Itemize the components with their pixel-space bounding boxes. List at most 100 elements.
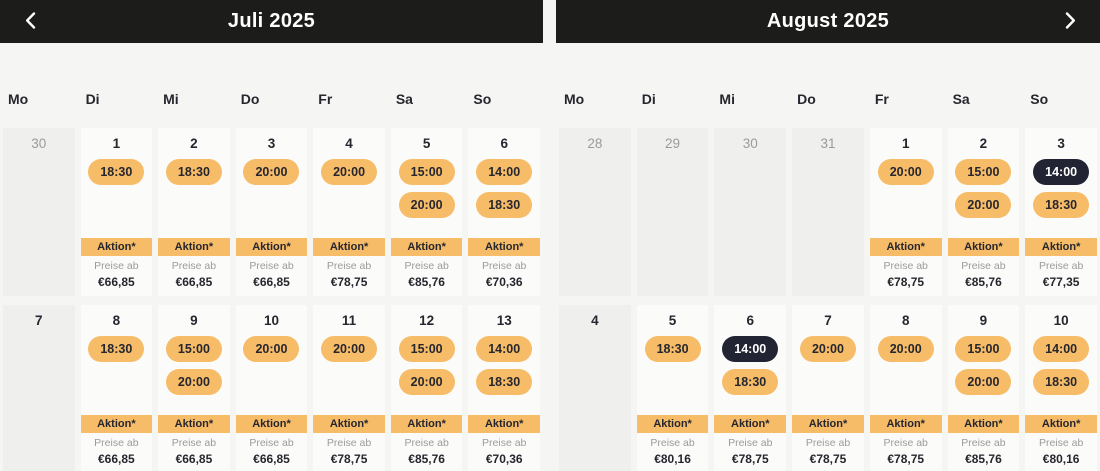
showtime-pill[interactable]: 18:30 xyxy=(476,192,533,218)
showtime-pill[interactable]: 18:30 xyxy=(1033,369,1090,395)
preise-ab-label: Preise ab xyxy=(404,437,449,449)
day-number: 10 xyxy=(263,313,279,328)
showtime-pill[interactable]: 20:00 xyxy=(243,159,300,185)
min-price: €78,75 xyxy=(887,452,925,466)
showtime-slot: 20:00 xyxy=(243,159,300,185)
showtime-pill[interactable]: 20:00 xyxy=(398,369,455,395)
showtime-slots: 20:00 xyxy=(877,159,934,218)
showtime-pill[interactable]: 20:00 xyxy=(321,159,378,185)
showtime-pill[interactable]: 18:30 xyxy=(722,369,779,395)
next-month-button[interactable] xyxy=(1048,0,1092,43)
showtime-slot xyxy=(878,369,934,395)
min-price: €85,76 xyxy=(965,452,1002,466)
day-number: 5 xyxy=(422,136,431,151)
day-number: 29 xyxy=(665,136,681,151)
chevron-left-icon xyxy=(25,11,36,32)
day-card: 5 15:00 20:00 Aktion* Preise ab €85,76 xyxy=(390,128,463,296)
showtime-pill[interactable]: 18:30 xyxy=(88,159,145,185)
showtime-pill[interactable]: 18:30 xyxy=(476,369,533,395)
min-price: €78,75 xyxy=(330,452,368,466)
showtime-pill[interactable]: 18:30 xyxy=(165,159,222,185)
day-card: 11 20:00 Aktion* Preise ab €78,75 xyxy=(313,305,385,471)
preise-ab-label: Preise ab xyxy=(171,437,217,449)
preise-ab-label: Preise ab xyxy=(883,437,928,449)
showtime-slots: 20:00 xyxy=(877,336,934,395)
preise-ab-label: Preise ab xyxy=(1038,260,1084,272)
showtime-pill[interactable]: 20:00 xyxy=(877,336,934,362)
weeks-grid: 30 1 18:30 Aktion* Preise ab €66,85 2 18:30 Akti… xyxy=(0,128,543,471)
showtime-slot: 18:30 xyxy=(476,192,533,218)
preise-ab-label: Preise ab xyxy=(961,437,1006,449)
showtime-pill[interactable]: 20:00 xyxy=(955,369,1012,395)
day-card: 6 14:00 18:30 Aktion* Preise ab €78,75 xyxy=(714,305,787,471)
showtime-slot: 15:00 xyxy=(165,336,222,362)
showtime-pill[interactable]: 20:00 xyxy=(877,159,934,185)
day-card-empty: 28 xyxy=(559,128,631,296)
showtime-slot: 20:00 xyxy=(321,159,378,185)
showtime-pill[interactable]: 18:30 xyxy=(644,336,701,362)
weekday-label: Do xyxy=(797,91,816,107)
weekday-label: So xyxy=(473,91,492,107)
showtime-pill[interactable]: 20:00 xyxy=(398,192,455,218)
showtime-pill[interactable]: 15:00 xyxy=(955,159,1012,185)
showtime-slot: 20:00 xyxy=(165,369,222,395)
day-cell: 3 14:00 18:30 Aktion* Preise ab €77,35 xyxy=(1022,128,1100,296)
week-row: 28 29 30 31 1 20:00 Aktion* Preise ab €78,75 2 15:… xyxy=(556,128,1100,296)
showtime-pill[interactable]: 14:00 xyxy=(1033,159,1090,185)
weekday-label: Mo xyxy=(8,91,29,107)
day-number: 7 xyxy=(35,313,43,328)
day-cell: 9 15:00 20:00 Aktion* Preise ab €66,85 xyxy=(155,305,233,471)
aktion-badge: Aktion* xyxy=(792,415,864,433)
prev-month-button[interactable] xyxy=(8,0,52,43)
showtime-pill[interactable]: 20:00 xyxy=(243,336,300,362)
day-cell: 5 15:00 20:00 Aktion* Preise ab €85,76 xyxy=(388,128,466,296)
min-price: €66,85 xyxy=(175,275,213,289)
showtime-pill[interactable]: 14:00 xyxy=(476,159,533,185)
showtime-slot: 18:30 xyxy=(1033,192,1090,218)
day-card-empty: 7 xyxy=(3,305,75,471)
showtime-pill[interactable]: 20:00 xyxy=(799,336,856,362)
day-cell: 29 xyxy=(634,128,712,296)
min-price: €85,76 xyxy=(965,275,1002,289)
showtime-slots: 18:30 xyxy=(88,159,145,218)
showtime-slot: 18:30 xyxy=(88,336,145,362)
month-header: August 2025 xyxy=(556,0,1100,43)
showtime-slots: 20:00 xyxy=(243,336,300,395)
min-price: €78,75 xyxy=(809,452,847,466)
showtime-slots: 14:00 18:30 xyxy=(722,336,779,395)
showtime-pill[interactable]: 20:00 xyxy=(165,369,222,395)
aktion-badge: Aktion* xyxy=(158,238,230,256)
aktion-badge: Aktion* xyxy=(947,238,1020,256)
showtime-pill[interactable]: 20:00 xyxy=(955,192,1012,218)
aktion-badge: Aktion* xyxy=(390,238,463,256)
showtime-slots: 20:00 xyxy=(243,159,300,218)
showtime-slots: 15:00 20:00 xyxy=(955,159,1012,218)
showtime-slot: 18:30 xyxy=(476,369,533,395)
day-card: 2 18:30 Aktion* Preise ab €66,85 xyxy=(158,128,230,296)
showtime-pill[interactable]: 18:30 xyxy=(88,336,145,362)
day-number: 8 xyxy=(901,313,910,328)
aktion-badge: Aktion* xyxy=(869,415,942,433)
showtime-pill[interactable]: 15:00 xyxy=(955,336,1012,362)
showtime-pill[interactable]: 15:00 xyxy=(398,159,455,185)
day-number: 31 xyxy=(820,136,836,151)
weekday-label: Fr xyxy=(874,91,889,107)
day-cell: 31 xyxy=(789,128,867,296)
preise-ab-label: Preise ab xyxy=(326,260,372,272)
showtime-slot: 20:00 xyxy=(243,336,300,362)
showtime-pill[interactable]: 14:00 xyxy=(722,336,779,362)
showtime-slot: 15:00 xyxy=(955,336,1012,362)
week-row: 4 5 18:30 Aktion* Preise ab €80,16 6 14:00 18:30… xyxy=(556,305,1100,471)
weekday-label: Sa xyxy=(952,91,970,107)
showtime-pill[interactable]: 20:00 xyxy=(321,336,378,362)
showtime-pill[interactable]: 18:30 xyxy=(1033,192,1090,218)
showtime-pill[interactable]: 15:00 xyxy=(398,336,455,362)
aktion-badge: Aktion* xyxy=(313,415,385,433)
showtime-pill[interactable]: 14:00 xyxy=(476,336,533,362)
showtime-slot xyxy=(88,369,144,395)
showtime-pill[interactable]: 14:00 xyxy=(1033,336,1090,362)
day-card: 7 20:00 Aktion* Preise ab €78,75 xyxy=(792,305,864,471)
showtime-pill[interactable]: 15:00 xyxy=(165,336,222,362)
month-header: Juli 2025 xyxy=(0,0,543,43)
showtime-slots: 20:00 xyxy=(799,336,856,395)
